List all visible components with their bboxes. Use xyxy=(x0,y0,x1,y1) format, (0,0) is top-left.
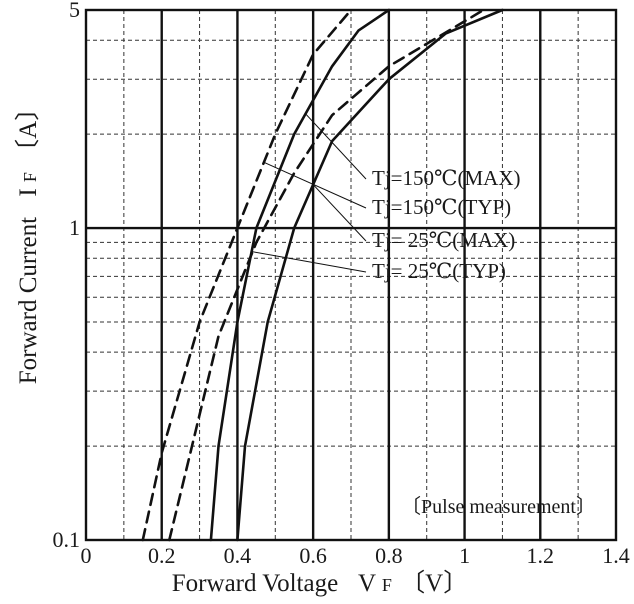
y-axis-subscript: F xyxy=(20,172,40,182)
annotation-leader-1 xyxy=(263,161,367,209)
annotation-leader-3 xyxy=(252,251,367,273)
x-axis-unit: 〔V〕 xyxy=(400,569,468,597)
y-axis-title: Forward Current I F 〔A〕 xyxy=(14,96,42,384)
y-tick-label: 5 xyxy=(69,0,80,22)
plot-frame xyxy=(84,8,618,542)
annotation-label-0: Tj=150℃(MAX) xyxy=(372,166,521,190)
grid-minor xyxy=(86,10,616,540)
series-line-0 xyxy=(209,8,391,542)
x-tick-label: 0.2 xyxy=(148,543,176,568)
series-line-3 xyxy=(168,8,485,542)
x-tick-label: 1 xyxy=(459,543,470,568)
y-axis-unit: 〔A〕 xyxy=(14,96,42,164)
x-tick-label: 0 xyxy=(81,543,92,568)
annotation-leader-0 xyxy=(305,113,367,180)
x-tick-label: 0.6 xyxy=(299,543,327,568)
y-axis-symbol: I xyxy=(15,188,42,196)
y-tick-label: 0.1 xyxy=(53,527,81,552)
x-axis-symbol: V xyxy=(358,570,376,597)
y-axis-title-text: Forward Current xyxy=(15,217,42,384)
x-tick-label: 1.2 xyxy=(527,543,555,568)
x-axis-subscript: F xyxy=(382,575,392,595)
y-tick-labels: 0.1 1 5 xyxy=(53,0,81,552)
y-tick-label: 1 xyxy=(69,215,80,240)
annotation-label-2: Tj= 25℃(MAX) xyxy=(372,228,515,252)
x-tick-label: 0.4 xyxy=(224,543,252,568)
x-axis-title: Forward Voltage V F 〔V〕 xyxy=(172,569,468,597)
annotation-label-3: Tj= 25℃(TYP) xyxy=(372,259,506,283)
annotation-leader-2 xyxy=(312,184,367,242)
x-tick-labels: 0 0.2 0.4 0.6 0.8 1 1.2 1.4 xyxy=(81,543,630,568)
x-tick-label: 1.4 xyxy=(602,543,630,568)
pulse-measurement-note: 〔Pulse measurement〕 xyxy=(401,495,596,518)
series-line-1 xyxy=(141,8,353,542)
annotation-layer: Tj=150℃(MAX) Tj=150℃(TYP) Tj= 25℃(MAX) Tj= … xyxy=(252,113,521,283)
x-tick-label: 0.8 xyxy=(375,543,403,568)
annotation-label-1: Tj=150℃(TYP) xyxy=(372,195,511,219)
x-axis-title-text: Forward Voltage xyxy=(172,570,338,597)
